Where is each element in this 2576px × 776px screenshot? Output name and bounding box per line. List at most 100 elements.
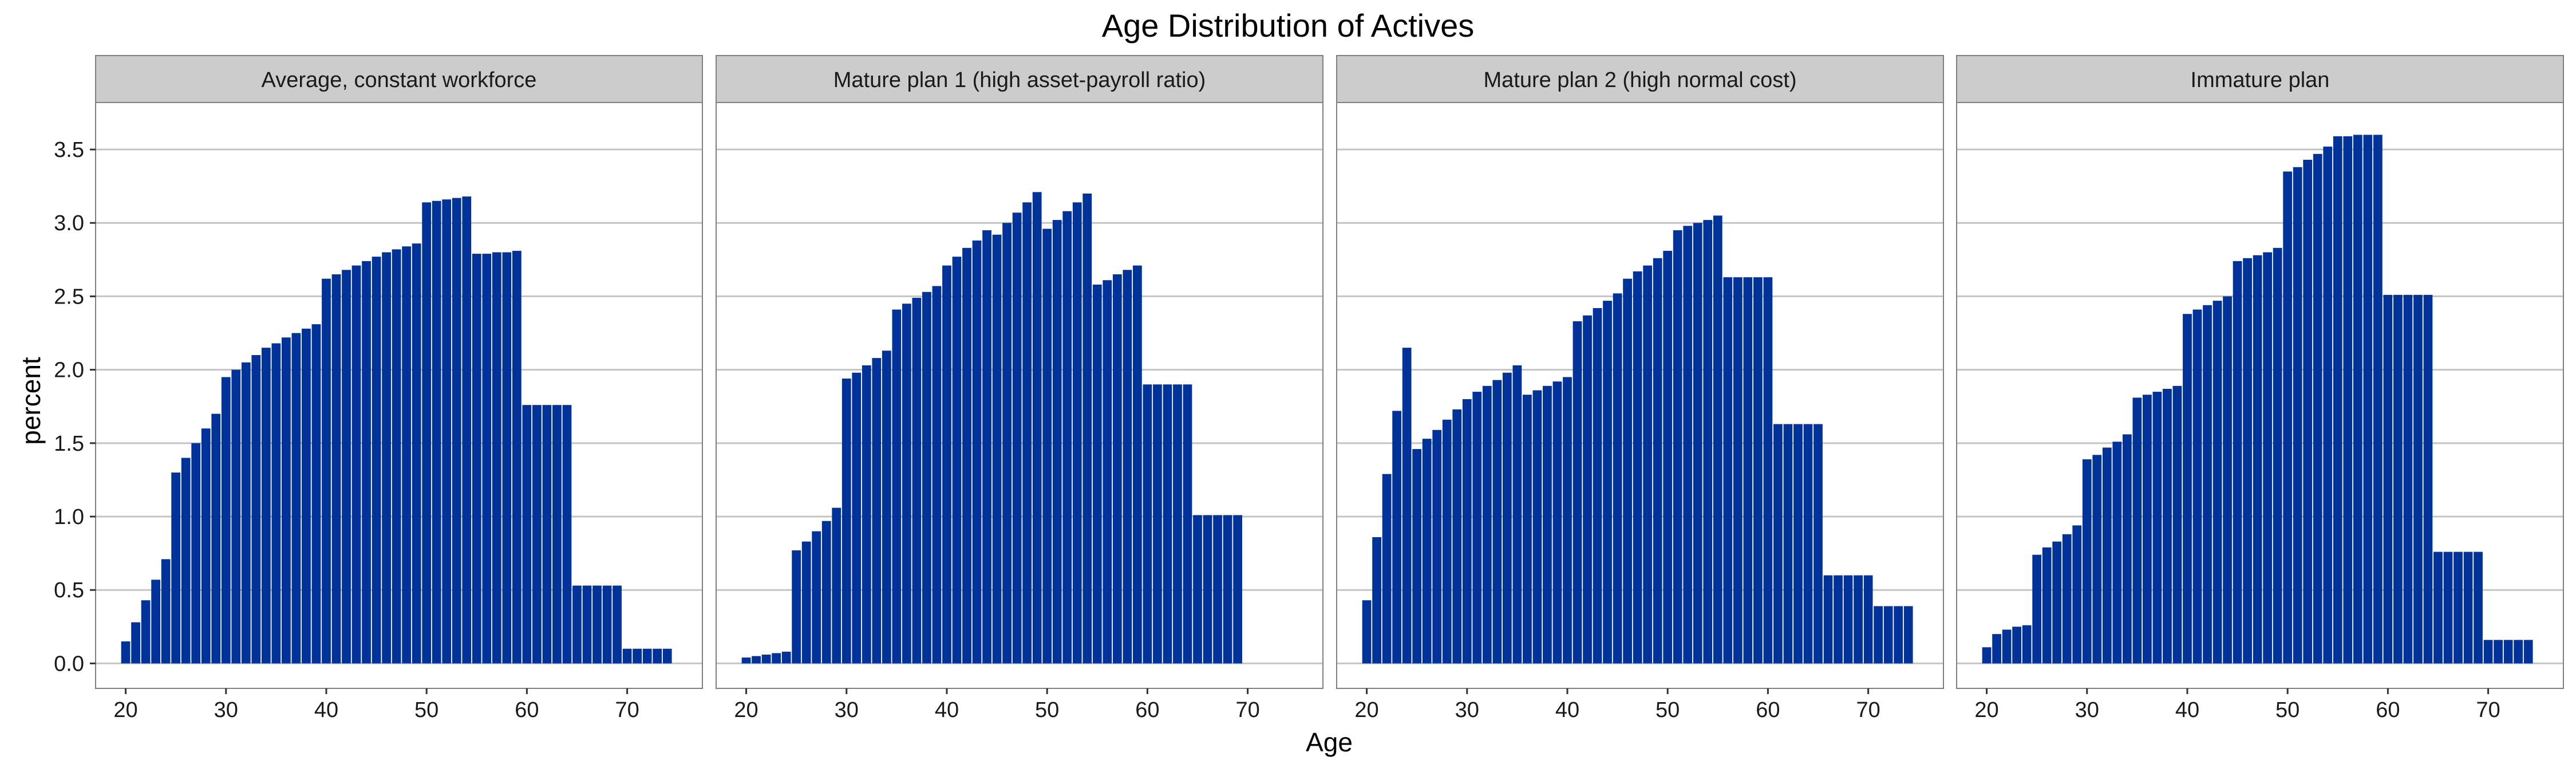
facet-strip-label: Mature plan 1 (high asset-payroll ratio) [833, 68, 1206, 92]
bar [1422, 439, 1432, 664]
bar [2383, 294, 2393, 664]
bar [2303, 159, 2313, 664]
bar [862, 365, 871, 664]
x-tick-label: 60 [1135, 698, 1159, 722]
bar [512, 250, 521, 664]
facet-strip [716, 55, 1323, 103]
bar [2203, 305, 2212, 664]
x-tick-label: 70 [615, 698, 639, 722]
bar [1623, 278, 1632, 664]
bar [1402, 348, 1412, 664]
bar [1723, 277, 1733, 664]
facet-panel: Immature plan 20 30 40 50 60 70 [1956, 55, 2564, 722]
y-tick-label: 1.5 [54, 432, 84, 456]
bar [1042, 229, 1052, 664]
x-tick-label: 20 [113, 698, 137, 722]
bar [2022, 625, 2032, 664]
bar [1022, 202, 1032, 664]
bar [2233, 261, 2242, 664]
bar [882, 350, 891, 664]
bar [402, 246, 412, 664]
bar [2343, 136, 2353, 664]
bar [241, 362, 251, 664]
bar [191, 443, 201, 664]
bar [1032, 192, 1042, 664]
bar [522, 405, 532, 664]
bar [342, 270, 351, 664]
bar [2483, 640, 2493, 664]
bar [1412, 449, 1422, 664]
bar [653, 648, 662, 664]
facet-strip [1956, 55, 2564, 103]
bar [821, 521, 831, 664]
bar [1653, 258, 1662, 664]
bar [1613, 293, 1622, 664]
bar [171, 472, 181, 664]
bar [331, 274, 341, 664]
bar [772, 653, 781, 664]
x-tick-label: 30 [2075, 698, 2099, 722]
x-tick-label: 40 [1555, 698, 1579, 722]
bar [801, 541, 811, 664]
bar [382, 252, 391, 664]
bar [872, 358, 882, 664]
y-axis-label: percent [16, 357, 46, 445]
bar [1583, 315, 1592, 664]
bar [1183, 384, 1192, 664]
bar [351, 265, 361, 664]
bar [251, 354, 261, 664]
x-tick-label: 20 [1974, 698, 1998, 722]
bar [2433, 552, 2443, 664]
bar [2413, 294, 2423, 664]
bar [2253, 255, 2262, 664]
bar [741, 657, 751, 664]
bar [532, 405, 542, 664]
bar [2002, 629, 2012, 664]
bar [1523, 395, 1532, 664]
bar [1843, 575, 1853, 664]
bar [2132, 397, 2142, 664]
bar [942, 265, 951, 664]
bar [302, 328, 311, 664]
bar [1863, 575, 1873, 664]
bar [761, 655, 771, 664]
bar [1362, 600, 1372, 664]
bar [2474, 552, 2483, 664]
bar [1103, 280, 1112, 664]
y-axis: 0.0 0.5 1.0 1.5 2.0 2.5 3.0 3.5 [54, 138, 96, 676]
bar [2192, 309, 2202, 664]
bar [1392, 411, 1402, 664]
bar [1543, 385, 1552, 664]
bar [1203, 515, 1212, 664]
bar [622, 648, 632, 664]
bar [1372, 537, 1381, 664]
bar [1552, 381, 1562, 664]
bar [1874, 606, 1883, 664]
bar [2373, 135, 2383, 664]
bar [1573, 321, 1582, 664]
bar [1663, 250, 1673, 664]
facet-strip [95, 55, 703, 103]
facet-strip-label: Immature plan [2191, 68, 2330, 92]
panel-border [716, 102, 1323, 689]
y-tick-label: 2.0 [54, 359, 84, 383]
x-tick-label: 70 [1856, 698, 1880, 722]
bar [1143, 384, 1152, 664]
bar [552, 405, 562, 664]
bar [141, 600, 151, 664]
bar [613, 585, 622, 664]
bar [1643, 265, 1653, 664]
bar [892, 309, 902, 664]
bar [131, 622, 140, 664]
bar [562, 405, 572, 664]
x-axis-label: Age [1306, 727, 1353, 757]
panel-border [1336, 102, 1944, 689]
bar [642, 648, 652, 664]
bar [841, 379, 851, 664]
bar [1673, 230, 1682, 664]
bar [2143, 395, 2152, 664]
bar [902, 304, 911, 664]
bar [852, 372, 862, 664]
